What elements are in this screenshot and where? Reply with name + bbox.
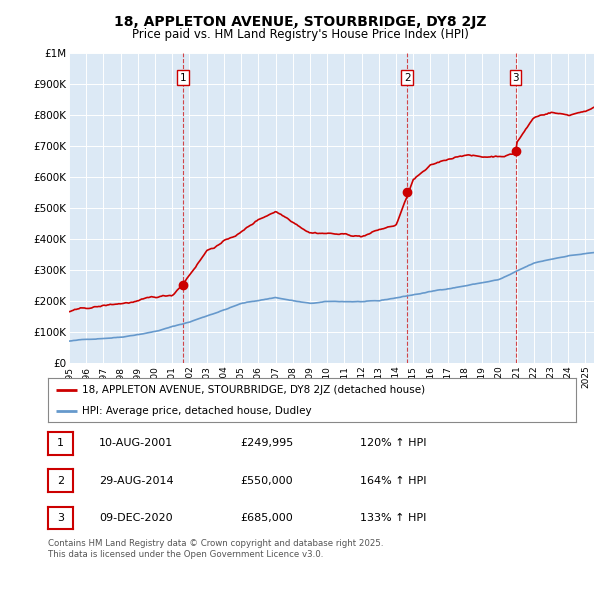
Text: £550,000: £550,000 [240,476,293,486]
Text: Contains HM Land Registry data © Crown copyright and database right 2025.
This d: Contains HM Land Registry data © Crown c… [48,539,383,559]
Text: 18, APPLETON AVENUE, STOURBRIDGE, DY8 2JZ: 18, APPLETON AVENUE, STOURBRIDGE, DY8 2J… [114,15,486,29]
Text: 133% ↑ HPI: 133% ↑ HPI [360,513,427,523]
Text: 3: 3 [512,73,519,83]
Text: 29-AUG-2014: 29-AUG-2014 [99,476,173,486]
Text: Price paid vs. HM Land Registry's House Price Index (HPI): Price paid vs. HM Land Registry's House … [131,28,469,41]
Text: 3: 3 [57,513,64,523]
Text: £249,995: £249,995 [240,438,293,448]
Text: 2: 2 [404,73,411,83]
Text: 1: 1 [179,73,186,83]
Text: 10-AUG-2001: 10-AUG-2001 [99,438,173,448]
Text: 120% ↑ HPI: 120% ↑ HPI [360,438,427,448]
Text: 2: 2 [57,476,64,486]
Text: 09-DEC-2020: 09-DEC-2020 [99,513,173,523]
Text: 18, APPLETON AVENUE, STOURBRIDGE, DY8 2JZ (detached house): 18, APPLETON AVENUE, STOURBRIDGE, DY8 2J… [82,385,425,395]
Text: 164% ↑ HPI: 164% ↑ HPI [360,476,427,486]
Text: £685,000: £685,000 [240,513,293,523]
Text: HPI: Average price, detached house, Dudley: HPI: Average price, detached house, Dudl… [82,406,312,416]
Text: 1: 1 [57,438,64,448]
